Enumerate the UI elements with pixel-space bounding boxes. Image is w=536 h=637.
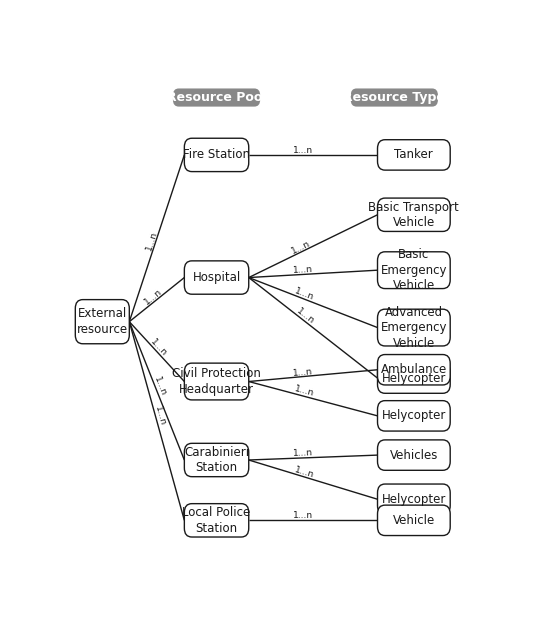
FancyBboxPatch shape xyxy=(184,138,249,171)
Text: 1...n: 1...n xyxy=(293,465,315,480)
Text: Ambulance: Ambulance xyxy=(381,363,447,376)
Text: Fire Station: Fire Station xyxy=(183,148,250,161)
Text: Local Police
Station: Local Police Station xyxy=(182,506,251,534)
Text: 1...n: 1...n xyxy=(295,306,316,326)
FancyBboxPatch shape xyxy=(184,443,249,476)
Text: Resource Type: Resource Type xyxy=(344,91,445,104)
Text: Helycopter: Helycopter xyxy=(382,493,446,506)
Text: 1...n: 1...n xyxy=(153,405,167,427)
Text: Resource Pool: Resource Pool xyxy=(167,91,266,104)
Text: Advanced
Emergency
Vehicle: Advanced Emergency Vehicle xyxy=(381,306,447,350)
Text: Vehicle: Vehicle xyxy=(393,514,435,527)
Text: Carabinieri
Station: Carabinieri Station xyxy=(184,446,249,475)
Text: Civil Protection
Headquarter: Civil Protection Headquarter xyxy=(172,368,261,396)
Text: Basic
Emergency
Vehicle: Basic Emergency Vehicle xyxy=(381,248,447,292)
Text: 1...n: 1...n xyxy=(293,287,316,302)
FancyBboxPatch shape xyxy=(184,261,249,294)
FancyBboxPatch shape xyxy=(184,363,249,400)
FancyBboxPatch shape xyxy=(377,440,450,470)
Text: Tanker: Tanker xyxy=(394,148,433,161)
Text: External
resource: External resource xyxy=(77,308,128,336)
FancyBboxPatch shape xyxy=(377,401,450,431)
FancyBboxPatch shape xyxy=(377,363,450,393)
FancyBboxPatch shape xyxy=(377,140,450,170)
Text: 1...n: 1...n xyxy=(290,239,312,255)
Text: 1...n: 1...n xyxy=(142,287,163,307)
FancyBboxPatch shape xyxy=(173,89,260,106)
Text: 1...n: 1...n xyxy=(144,229,159,251)
Text: 1...n: 1...n xyxy=(292,367,313,378)
FancyBboxPatch shape xyxy=(351,89,438,106)
FancyBboxPatch shape xyxy=(377,252,450,289)
FancyBboxPatch shape xyxy=(75,299,129,344)
Text: 1...n: 1...n xyxy=(293,448,313,459)
Text: 1...n: 1...n xyxy=(292,265,313,275)
Text: Vehicles: Vehicles xyxy=(390,448,438,462)
Text: Helycopter: Helycopter xyxy=(382,371,446,385)
Text: 1...n: 1...n xyxy=(152,375,168,397)
FancyBboxPatch shape xyxy=(184,504,249,537)
Text: Hospital: Hospital xyxy=(192,271,241,284)
FancyBboxPatch shape xyxy=(377,355,450,385)
FancyBboxPatch shape xyxy=(377,198,450,231)
FancyBboxPatch shape xyxy=(377,309,450,346)
Text: Basic Transport
Vehicle: Basic Transport Vehicle xyxy=(368,201,459,229)
Text: 1...n: 1...n xyxy=(293,385,315,399)
Text: 1...n: 1...n xyxy=(149,337,169,358)
Text: 1...n: 1...n xyxy=(293,512,313,520)
Text: Helycopter: Helycopter xyxy=(382,410,446,422)
FancyBboxPatch shape xyxy=(377,484,450,515)
Text: 1...n: 1...n xyxy=(293,146,313,155)
FancyBboxPatch shape xyxy=(377,505,450,536)
